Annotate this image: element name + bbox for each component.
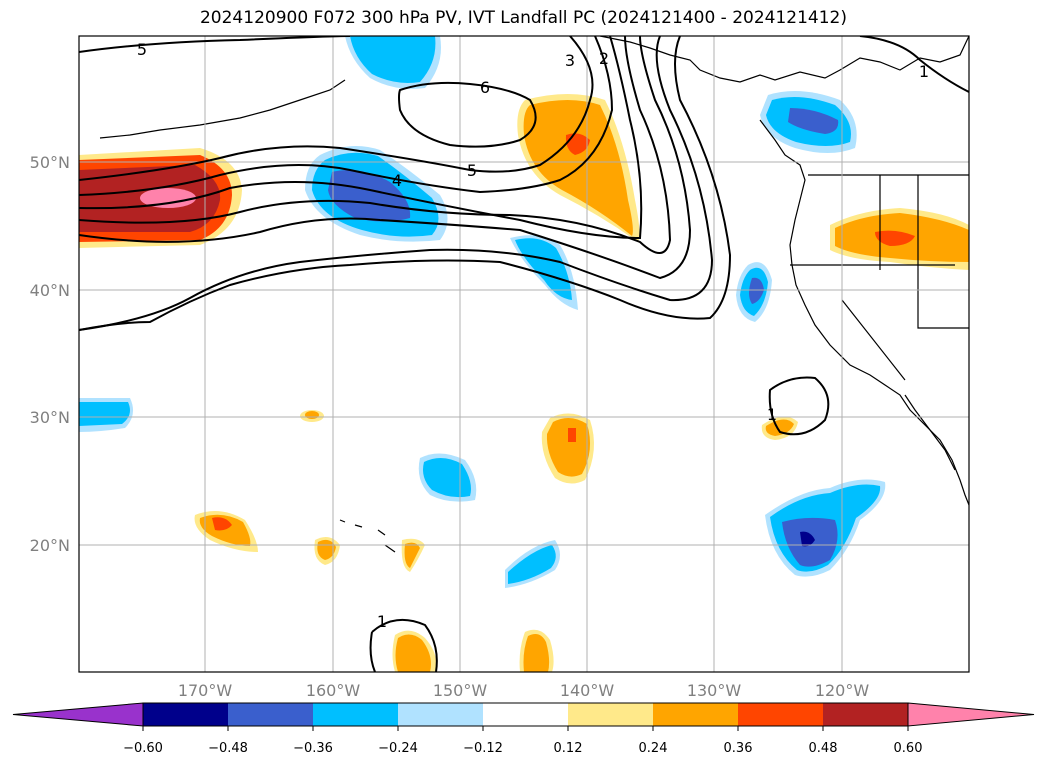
colorbar-segment — [653, 703, 738, 726]
colorbar-segment — [313, 703, 398, 726]
colorbar-border — [142, 702, 909, 727]
contour-label: 6 — [480, 78, 490, 97]
coastline-layer — [99, 36, 969, 553]
colorbar: −0.60 −0.48 −0.36 −0.24 −0.12 0.12 0.24 0.36 0.4… — [12, 702, 1035, 756]
contour-label: 4 — [392, 171, 402, 190]
map-content: 5 6 5 4 3 2 1 1 1 — [79, 36, 969, 672]
contour-label: 5 — [467, 161, 477, 180]
graticule — [79, 36, 969, 672]
contour-labels: 5 6 5 4 3 2 1 1 1 — [137, 40, 929, 631]
lat-label: 40°N — [30, 281, 70, 300]
colorbar-segment — [823, 703, 908, 726]
lon-label: 160°W — [306, 681, 361, 700]
contour-label: 1 — [377, 612, 387, 631]
colorbar-tick-label: −0.60 — [123, 741, 163, 756]
contour-label: 5 — [137, 40, 147, 59]
contour-label: 3 — [565, 51, 575, 70]
colorbar-tick-label: 0.36 — [724, 741, 753, 756]
colorbar-tick-label: 0.24 — [639, 741, 668, 756]
colorbar-extend-low — [12, 702, 144, 727]
colorbar-segment — [738, 703, 823, 726]
colorbar-tick-label: −0.12 — [463, 741, 503, 756]
ivt-contours — [79, 36, 969, 672]
lat-label: 30°N — [30, 408, 70, 427]
lon-label: 170°W — [178, 681, 233, 700]
contour-label: 1 — [767, 405, 777, 424]
pv-fill-layer — [79, 36, 969, 672]
colorbar-segment — [398, 703, 483, 726]
colorbar-tick-label: −0.48 — [208, 741, 248, 756]
lat-label: 50°N — [30, 153, 70, 172]
lon-label: 140°W — [560, 681, 615, 700]
map-frame — [78, 35, 970, 673]
lon-label: 130°W — [687, 681, 742, 700]
colorbar-tick-label: −0.24 — [378, 741, 418, 756]
colorbar-tick-label: −0.36 — [293, 741, 333, 756]
contour-label: 2 — [599, 49, 609, 68]
lon-label: 150°W — [433, 681, 488, 700]
colorbar-tick-label: 0.60 — [894, 741, 923, 756]
longitude-labels: 170°W 160°W 150°W 140°W 130°W 120°W — [178, 681, 870, 700]
colorbar-segment — [143, 703, 228, 726]
lon-label: 120°W — [815, 681, 870, 700]
lat-label: 20°N — [30, 536, 70, 555]
map-title: 2024120900 F072 300 hPa PV, IVT Landfall… — [199, 8, 847, 28]
colorbar-segment — [568, 703, 653, 726]
colorbar-tick-label: 0.48 — [809, 741, 838, 756]
colorbar-segment — [228, 703, 313, 726]
colorbar-extend-high — [907, 702, 1035, 727]
colorbar-segment — [483, 703, 568, 726]
contour-label: 1 — [919, 62, 929, 81]
latitude-labels: 50°N 40°N 30°N 20°N — [30, 153, 70, 555]
colorbar-tick-label: 0.12 — [554, 741, 583, 756]
